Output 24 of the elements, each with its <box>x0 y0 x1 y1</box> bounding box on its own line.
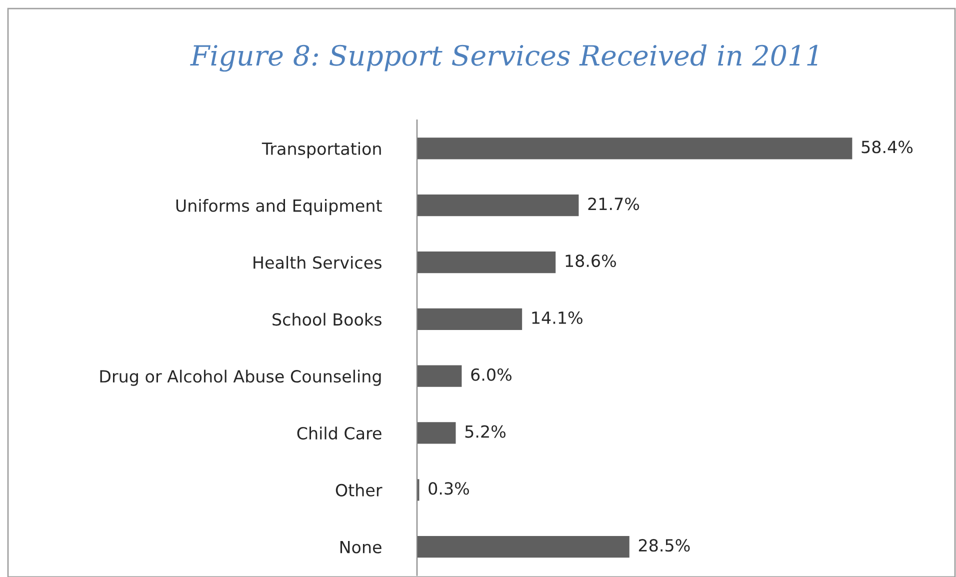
y-tick-label: Uniforms and Equipment <box>176 199 382 216</box>
data-label: 14.1% <box>532 311 582 324</box>
data-label: 0.3% <box>428 482 469 495</box>
y-tick-label: Drug or Alcohol Abuse Counseling <box>100 370 381 386</box>
y-tick-label: School Books <box>272 312 382 326</box>
chart-title: Figure 8: Support Services Received in 2011 <box>190 44 818 72</box>
data-label: 18.6% <box>566 254 616 268</box>
bar <box>417 194 579 216</box>
bar <box>417 536 630 558</box>
bar <box>417 422 456 444</box>
data-label: 28.5% <box>638 539 690 552</box>
bar <box>417 308 522 330</box>
y-tick-label: Other <box>336 484 382 496</box>
data-label: 21.7% <box>588 198 640 210</box>
bar <box>417 365 462 387</box>
data-label: 5.2% <box>465 425 506 438</box>
y-tick-label: Health Services <box>254 256 382 269</box>
data-label: 6.0% <box>471 368 512 381</box>
y-tick-label: None <box>340 540 382 554</box>
y-tick-label: Transportation <box>262 142 381 158</box>
bar <box>417 251 556 274</box>
data-label: 58.4% <box>862 140 913 154</box>
bar <box>417 138 852 160</box>
y-tick-label: Child Care <box>297 426 382 440</box>
